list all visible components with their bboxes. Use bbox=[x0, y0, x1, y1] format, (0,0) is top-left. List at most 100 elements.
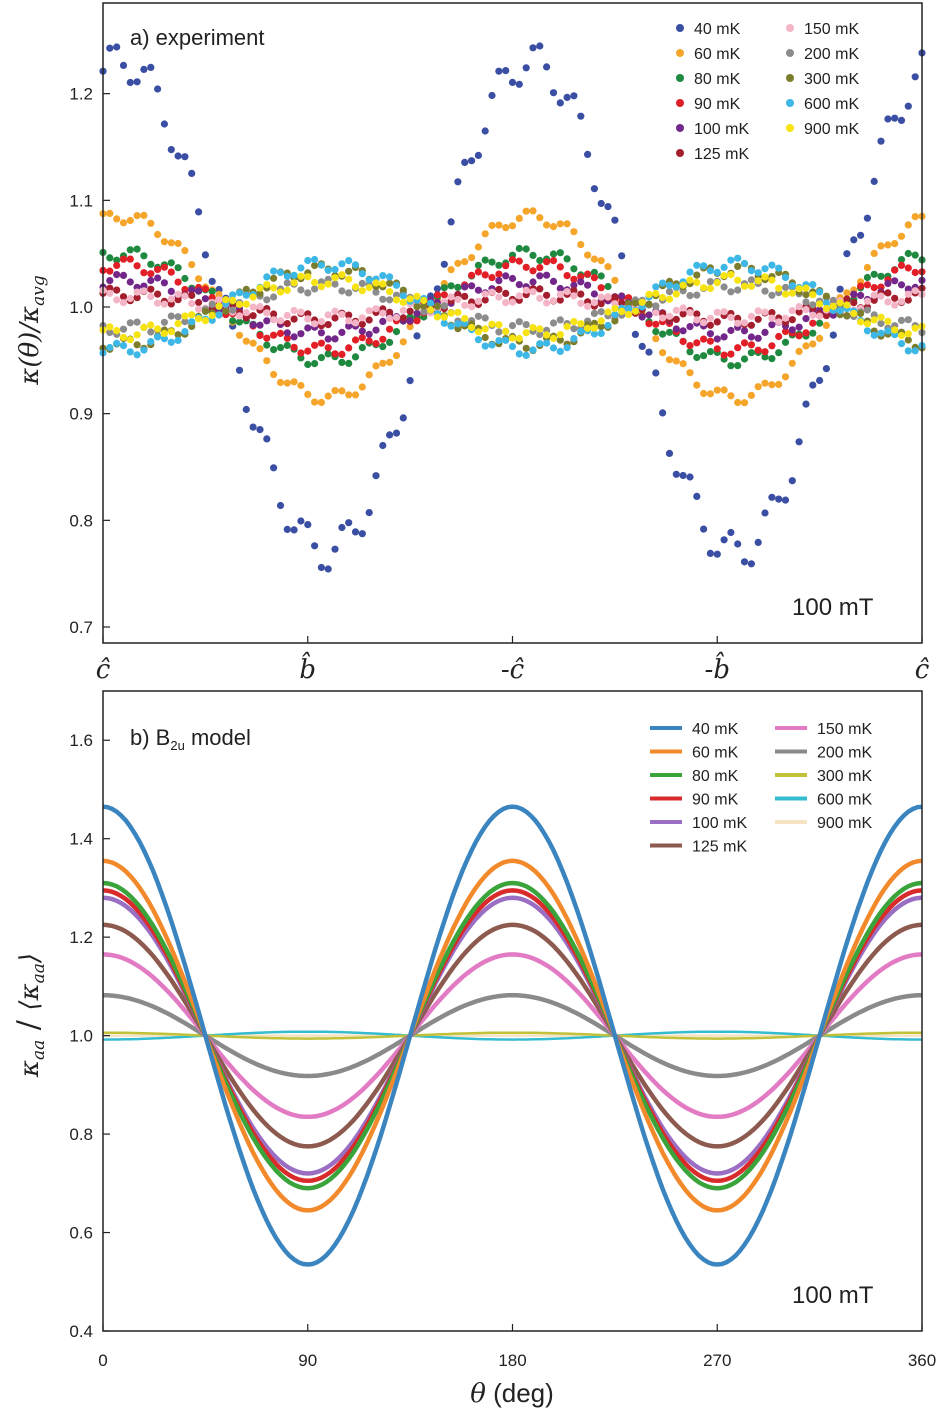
data-point bbox=[174, 290, 182, 298]
data-point bbox=[379, 272, 387, 280]
data-point bbox=[372, 279, 380, 287]
data-point bbox=[338, 358, 346, 366]
data-point bbox=[263, 357, 271, 365]
data-point bbox=[863, 306, 872, 314]
data-point bbox=[795, 323, 803, 331]
data-point bbox=[570, 325, 578, 333]
data-point bbox=[700, 284, 708, 292]
data-point bbox=[406, 377, 414, 385]
data-point bbox=[713, 335, 721, 343]
data-point bbox=[897, 261, 906, 269]
data-point bbox=[488, 221, 496, 230]
data-point bbox=[802, 284, 810, 292]
data-point bbox=[345, 391, 353, 399]
data-point bbox=[563, 220, 571, 228]
data-point bbox=[147, 338, 155, 346]
data-point bbox=[508, 256, 517, 264]
data-point bbox=[119, 342, 128, 350]
data-point bbox=[474, 297, 482, 305]
data-point bbox=[338, 310, 346, 318]
data-point bbox=[665, 288, 674, 296]
data-point bbox=[604, 203, 612, 211]
data-point bbox=[119, 255, 128, 263]
data-point bbox=[324, 392, 332, 400]
data-point bbox=[536, 214, 544, 222]
data-point bbox=[768, 309, 776, 317]
data-point bbox=[331, 545, 339, 553]
data-point bbox=[195, 275, 203, 283]
data-point bbox=[386, 325, 394, 333]
data-point bbox=[857, 282, 865, 290]
panel-b-x-axis-label: θ (deg) bbox=[470, 1378, 554, 1409]
x-tick-label: ĉ bbox=[915, 655, 930, 685]
data-point bbox=[781, 327, 790, 336]
data-point bbox=[884, 327, 892, 335]
data-point bbox=[311, 320, 319, 328]
data-point bbox=[113, 339, 121, 347]
data-point bbox=[174, 264, 182, 272]
data-point bbox=[515, 214, 523, 222]
y-tick-label: 0.8 bbox=[69, 1125, 93, 1144]
data-point bbox=[119, 271, 128, 279]
data-point bbox=[693, 381, 701, 389]
data-point bbox=[399, 338, 407, 346]
data-point bbox=[181, 292, 189, 300]
curve-300-mk bbox=[103, 1031, 922, 1040]
data-point bbox=[324, 266, 332, 274]
data-point bbox=[304, 360, 312, 369]
data-point bbox=[795, 308, 803, 316]
data-point bbox=[857, 309, 865, 317]
data-point bbox=[618, 292, 626, 300]
data-point bbox=[795, 303, 803, 311]
data-point bbox=[167, 259, 175, 267]
data-point bbox=[358, 327, 366, 335]
legend-label: 200 mK bbox=[817, 745, 872, 762]
data-point bbox=[515, 281, 523, 289]
data-point bbox=[331, 350, 339, 358]
data-point bbox=[904, 330, 912, 338]
data-point bbox=[870, 291, 878, 299]
data-point bbox=[304, 273, 312, 281]
y-tick-label: 1.0 bbox=[69, 298, 93, 317]
data-point bbox=[706, 267, 715, 275]
data-point bbox=[420, 308, 428, 316]
legend-label: 60 mK bbox=[692, 745, 739, 762]
data-point bbox=[713, 279, 721, 287]
data-point bbox=[508, 222, 517, 230]
data-point bbox=[700, 262, 708, 270]
data-point bbox=[167, 287, 175, 295]
data-point bbox=[447, 309, 455, 317]
data-point bbox=[440, 313, 448, 321]
data-point bbox=[154, 274, 162, 282]
data-point bbox=[188, 311, 196, 319]
data-point bbox=[877, 292, 885, 300]
data-point bbox=[590, 299, 599, 307]
data-point bbox=[740, 339, 749, 347]
data-point bbox=[911, 287, 919, 295]
y-tick-label: 1.6 bbox=[69, 731, 93, 750]
data-point bbox=[788, 359, 796, 367]
data-point bbox=[119, 325, 128, 333]
data-point bbox=[331, 280, 339, 288]
data-point bbox=[809, 381, 817, 389]
panel-a-annotation: 100 mT bbox=[792, 594, 874, 621]
data-point bbox=[297, 264, 305, 272]
data-point bbox=[734, 286, 742, 294]
legend-marker bbox=[786, 24, 794, 32]
legend-label: 600 mK bbox=[817, 792, 872, 809]
data-point bbox=[611, 216, 619, 224]
data-point bbox=[215, 302, 223, 310]
data-point bbox=[133, 294, 141, 302]
data-point bbox=[263, 273, 271, 281]
data-point bbox=[761, 328, 769, 336]
data-point bbox=[795, 347, 803, 355]
data-point bbox=[549, 257, 558, 265]
data-point bbox=[679, 471, 687, 480]
data-point bbox=[304, 289, 312, 297]
data-point bbox=[747, 341, 756, 349]
data-point bbox=[747, 391, 756, 399]
data-point bbox=[147, 219, 155, 227]
data-point bbox=[816, 376, 824, 385]
data-point bbox=[700, 389, 708, 398]
legend-label: 90 mK bbox=[692, 792, 739, 809]
